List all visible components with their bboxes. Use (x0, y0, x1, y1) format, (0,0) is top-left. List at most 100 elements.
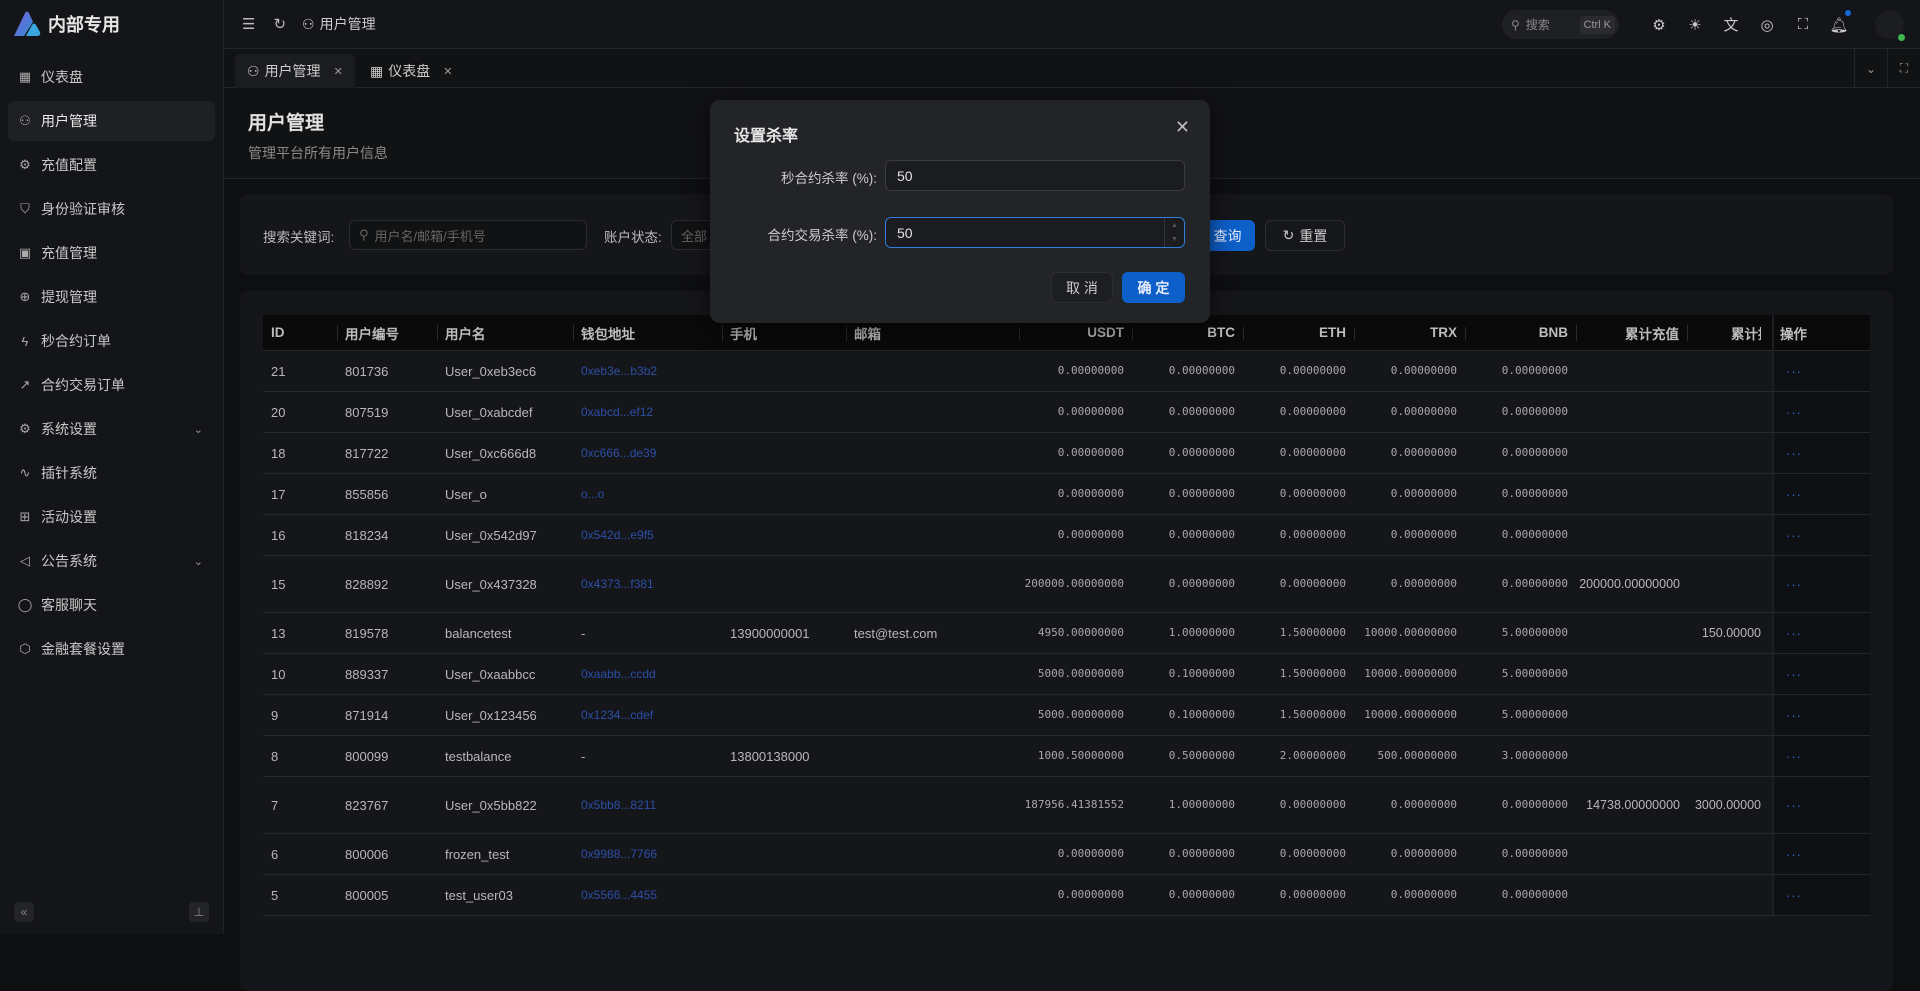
more-actions-icon[interactable]: ··· (1772, 392, 1870, 432)
more-actions-icon[interactable]: ··· (1772, 556, 1870, 612)
column-header[interactable]: 累计充值 (1576, 323, 1687, 343)
close-tab-icon[interactable]: ✕ (333, 65, 343, 78)
fullscreen-icon[interactable]: ⛶ (1797, 16, 1809, 33)
sidebar-item-label: 身份验证审核 (41, 201, 125, 217)
sidebar-item[interactable]: ▣ 充值管理 (8, 233, 215, 273)
megaphone-icon: ◁ (20, 553, 30, 568)
more-actions-icon[interactable]: ··· (1772, 875, 1870, 915)
close-tab-icon[interactable]: ✕ (443, 65, 453, 78)
sidebar-item[interactable]: ⚙ 充值配置 (8, 145, 215, 185)
cell-bnb: 5.00000000 (1501, 667, 1568, 680)
refresh-icon: ↻ (1282, 227, 1295, 243)
cell-wallet[interactable]: 0x9988...7766 (581, 847, 658, 861)
sidebar-item[interactable]: ◯ 客服聊天 (8, 585, 215, 625)
column-header[interactable]: ID (271, 325, 285, 340)
column-header[interactable]: 用户名 (437, 323, 573, 343)
more-actions-icon[interactable]: ··· (1772, 736, 1870, 776)
second-contract-rate-input[interactable]: 50 (885, 160, 1185, 191)
cell-id: 10 (271, 666, 286, 682)
sidebar-item[interactable]: ϟ 秒合约订单 (8, 321, 215, 361)
cell-username: testbalance (445, 748, 512, 764)
column-header[interactable]: TRX (1354, 325, 1465, 340)
contract-trade-rate-input[interactable]: 50 ▲ ▼ (885, 217, 1185, 248)
cell-wallet[interactable]: 0x1234...cdef (581, 708, 654, 722)
more-actions-icon[interactable]: ··· (1772, 474, 1870, 514)
tab-user-management[interactable]: ⚇ 用户管理 ✕ (235, 54, 355, 88)
sidebar-item[interactable]: ⬡ 金融套餐设置 (8, 629, 215, 669)
cell-wallet[interactable]: o...o (581, 487, 605, 501)
pin-icon[interactable]: ⊥ (189, 902, 209, 922)
sidebar-item-label: 活动设置 (41, 509, 97, 525)
theme-sun-icon[interactable]: ☀ (1688, 16, 1702, 34)
column-header[interactable]: BTC (1132, 325, 1243, 340)
cell-wallet[interactable]: 0x542d...e9f5 (581, 528, 654, 542)
sidebar-item[interactable]: ⚇ 用户管理 (8, 101, 215, 141)
reset-button[interactable]: ↻ 重置 (1265, 220, 1345, 251)
sidebar-item[interactable]: ⚙ 系统设置 ⌄ (8, 409, 215, 449)
more-actions-icon[interactable]: ··· (1772, 515, 1870, 555)
more-actions-icon[interactable]: ··· (1772, 777, 1870, 833)
chevron-down-icon[interactable]: ▼ (1171, 236, 1178, 244)
users-icon: ⚇ (302, 15, 315, 32)
cell-wallet[interactable]: 0x5566...4455 (581, 888, 658, 902)
maximize-icon[interactable]: ⛶ (1887, 49, 1920, 88)
cell-wallet[interactable]: 0xabcd...ef12 (581, 405, 654, 419)
keyword-search-input[interactable]: ⚲ 用户名/邮箱/手机号 (349, 220, 587, 250)
translate-icon[interactable]: 文 (1723, 17, 1739, 34)
breadcrumb-item[interactable]: 用户管理 (319, 16, 376, 32)
more-actions-icon[interactable]: ··· (1772, 834, 1870, 874)
status-value: 全部 (681, 228, 708, 244)
column-header[interactable]: 累计提现 (1687, 323, 1761, 343)
global-search-button[interactable]: ⚲ 搜索 Ctrl K (1502, 10, 1619, 39)
column-header[interactable]: USDT (1019, 325, 1132, 340)
sidebar-item-label: 秒合约订单 (41, 333, 111, 349)
sidebar-item[interactable]: ⊞ 活动设置 (8, 497, 215, 537)
tab-dashboard[interactable]: ▦ 仪表盘 ✕ (358, 54, 464, 88)
bell-icon[interactable]: 🔔︎ (1821, 9, 1857, 34)
sidebar-item[interactable]: ⛉ 身份验证审核 (8, 189, 215, 229)
cell-eth: 0.00000000 (1279, 405, 1346, 418)
close-icon[interactable]: ✕ (1174, 117, 1190, 137)
column-header[interactable]: 邮箱 (846, 323, 1019, 343)
sidebar-item[interactable]: ∿ 插针系统 (8, 453, 215, 493)
sidebar-item[interactable]: ◁ 公告系统 ⌄ (8, 541, 215, 581)
chevron-down-icon[interactable]: ⌄ (193, 423, 203, 436)
collapse-sidebar-icon[interactable]: « (14, 902, 34, 922)
column-header[interactable]: 用户编号 (337, 323, 437, 343)
cancel-button[interactable]: 取 消 (1051, 272, 1113, 303)
more-actions-icon[interactable]: ··· (1772, 695, 1870, 735)
sidebar-item[interactable]: ▦ 仪表盘 (8, 57, 215, 97)
cell-btc: 0.00000000 (1168, 528, 1235, 541)
cell-wallet[interactable]: 0xeb3e...b3b2 (581, 364, 658, 378)
chevron-down-icon[interactable]: ⌄ (193, 555, 203, 568)
cell-wallet[interactable]: 0x4373...f381 (581, 577, 654, 591)
cell-wallet[interactable]: 0xaabb...ccdd (581, 667, 656, 681)
sidebar-item[interactable]: ⊕ 提现管理 (8, 277, 215, 317)
avatar[interactable] (1875, 10, 1905, 41)
logo[interactable]: 内部专用 (12, 10, 120, 38)
cell-wallet[interactable]: 0x5bb8...8211 (581, 798, 657, 812)
column-header[interactable]: BNB (1465, 325, 1576, 340)
timezone-globe-icon[interactable]: ◎ (1760, 16, 1774, 34)
cell-usdt: 187956.41381552 (1024, 798, 1124, 811)
more-actions-icon[interactable]: ··· (1772, 351, 1870, 391)
more-actions-icon[interactable]: ··· (1772, 613, 1870, 653)
sidebar-item[interactable]: ↗ 合约交易订单 (8, 365, 215, 405)
column-header[interactable]: 手机 (722, 323, 846, 343)
refresh-icon[interactable]: ↻ (273, 16, 287, 33)
table-row: 7 823767 User_0x5bb822 0x5bb8...8211 187956.… (263, 777, 1870, 834)
more-actions-icon[interactable]: ··· (1772, 433, 1870, 473)
column-header[interactable]: 钱包地址 (573, 323, 722, 343)
number-stepper[interactable]: ▲ ▼ (1164, 218, 1184, 247)
column-header[interactable]: ETH (1243, 325, 1354, 340)
settings-icon[interactable]: ⚙ (1652, 16, 1666, 34)
confirm-button[interactable]: 确 定 (1122, 272, 1185, 303)
gear-icon: ⚙ (19, 157, 31, 172)
chevron-up-icon[interactable]: ▲ (1171, 221, 1178, 229)
menu-toggle-icon[interactable]: ☰ (242, 16, 256, 33)
more-actions-icon[interactable]: ··· (1772, 654, 1870, 694)
cell-wallet[interactable]: 0xc666...de39 (581, 446, 657, 460)
cell-user-no: 817722 (345, 445, 389, 461)
chevron-down-icon[interactable]: ⌄ (1854, 49, 1887, 88)
cell-bnb: 0.00000000 (1501, 487, 1568, 500)
